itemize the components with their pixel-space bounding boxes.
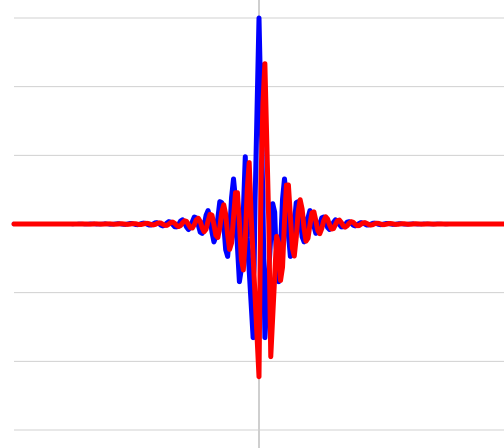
series-layer bbox=[11, 15, 504, 380]
series-line-1 bbox=[11, 61, 504, 380]
